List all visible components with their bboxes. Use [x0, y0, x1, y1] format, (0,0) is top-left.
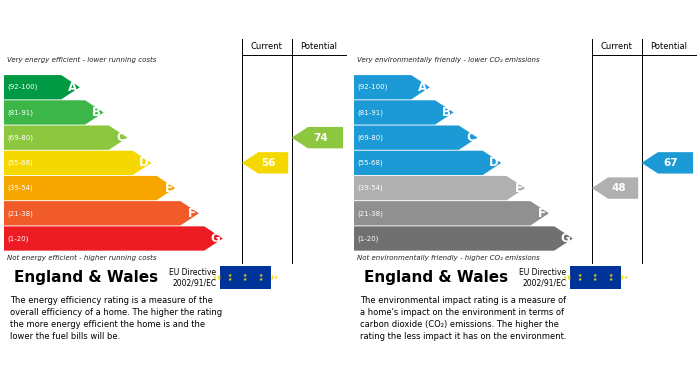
Text: ★: ★ — [624, 275, 629, 280]
Text: (81-91): (81-91) — [8, 109, 34, 116]
Polygon shape — [354, 151, 501, 175]
Text: The energy efficiency rating is a measure of the
overall efficiency of a home. T: The energy efficiency rating is a measur… — [10, 296, 223, 341]
Polygon shape — [4, 75, 80, 99]
Text: ★: ★ — [212, 275, 216, 280]
Text: (81-91): (81-91) — [358, 109, 384, 116]
Text: (21-38): (21-38) — [358, 210, 384, 217]
Text: ★: ★ — [216, 274, 221, 279]
Text: ★: ★ — [243, 273, 248, 278]
Text: (21-38): (21-38) — [8, 210, 34, 217]
Text: F: F — [538, 207, 546, 220]
Polygon shape — [4, 176, 175, 200]
Text: F: F — [188, 207, 196, 220]
Text: G: G — [560, 232, 570, 245]
Text: ★: ★ — [578, 277, 582, 282]
Text: (1-20): (1-20) — [8, 235, 29, 242]
Polygon shape — [242, 152, 288, 174]
Text: ★: ★ — [608, 277, 613, 282]
Text: ★: ★ — [270, 276, 274, 281]
Text: ★: ★ — [258, 273, 263, 278]
Text: D: D — [139, 156, 148, 169]
FancyBboxPatch shape — [220, 266, 271, 289]
Text: (92-100): (92-100) — [358, 84, 388, 90]
Text: ★: ★ — [216, 276, 221, 281]
Text: England & Wales: England & Wales — [14, 270, 158, 285]
Polygon shape — [354, 201, 549, 226]
Text: Very environmentally friendly - lower CO₂ emissions: Very environmentally friendly - lower CO… — [357, 57, 540, 63]
Polygon shape — [642, 152, 693, 174]
Text: ★: ★ — [562, 275, 566, 280]
Polygon shape — [292, 127, 343, 148]
Text: (55-68): (55-68) — [358, 160, 384, 166]
Polygon shape — [592, 178, 638, 199]
Text: D: D — [489, 156, 498, 169]
Text: ★: ★ — [228, 273, 232, 278]
Text: ★: ★ — [566, 276, 570, 281]
Text: Environmental Impact (CO₂) Rating: Environmental Impact (CO₂) Rating — [362, 13, 608, 26]
Polygon shape — [354, 100, 454, 125]
Text: Not energy efficient - higher running costs: Not energy efficient - higher running co… — [7, 255, 156, 260]
Text: (39-54): (39-54) — [358, 185, 384, 191]
Polygon shape — [354, 226, 573, 251]
Text: E: E — [514, 181, 522, 195]
Text: The environmental impact rating is a measure of
a home's impact on the environme: The environmental impact rating is a mea… — [360, 296, 567, 341]
Text: EU Directive
2002/91/EC: EU Directive 2002/91/EC — [169, 268, 216, 287]
Text: A: A — [418, 81, 427, 94]
Text: 67: 67 — [664, 158, 678, 168]
Text: Potential: Potential — [650, 43, 687, 52]
Text: Very energy efficient - lower running costs: Very energy efficient - lower running co… — [7, 57, 156, 63]
Text: ★: ★ — [243, 277, 248, 282]
Text: (69-80): (69-80) — [358, 135, 384, 141]
Text: C: C — [116, 131, 125, 144]
Polygon shape — [354, 75, 430, 99]
Text: A: A — [68, 81, 77, 94]
Text: ★: ★ — [578, 273, 582, 278]
Text: ★: ★ — [608, 273, 613, 278]
Polygon shape — [4, 151, 151, 175]
Text: ★: ★ — [620, 274, 624, 279]
Text: (55-68): (55-68) — [8, 160, 34, 166]
Text: B: B — [442, 106, 451, 119]
Text: ★: ★ — [228, 277, 232, 282]
Text: Current: Current — [601, 43, 633, 52]
Text: ★: ★ — [258, 277, 263, 282]
Text: England & Wales: England & Wales — [364, 270, 508, 285]
Polygon shape — [4, 100, 104, 125]
Text: B: B — [92, 106, 101, 119]
Polygon shape — [354, 126, 477, 150]
Text: E: E — [164, 181, 172, 195]
Text: Energy Efficiency Rating: Energy Efficiency Rating — [12, 13, 183, 26]
Polygon shape — [4, 126, 127, 150]
Text: Not environmentally friendly - higher CO₂ emissions: Not environmentally friendly - higher CO… — [357, 255, 540, 260]
Text: G: G — [210, 232, 220, 245]
Text: Potential: Potential — [300, 43, 337, 52]
Text: EU Directive
2002/91/EC: EU Directive 2002/91/EC — [519, 268, 566, 287]
Text: ★: ★ — [274, 275, 279, 280]
Text: (69-80): (69-80) — [8, 135, 34, 141]
FancyBboxPatch shape — [570, 266, 621, 289]
Text: ★: ★ — [593, 273, 598, 278]
Polygon shape — [4, 226, 223, 251]
Text: 56: 56 — [261, 158, 276, 168]
Polygon shape — [4, 201, 199, 226]
Text: 74: 74 — [314, 133, 328, 143]
Text: (1-20): (1-20) — [358, 235, 379, 242]
Text: C: C — [466, 131, 475, 144]
Text: ★: ★ — [566, 274, 570, 279]
Polygon shape — [354, 176, 525, 200]
Text: ★: ★ — [593, 277, 598, 282]
Text: 48: 48 — [611, 183, 626, 193]
Text: ★: ★ — [620, 276, 624, 281]
Text: ★: ★ — [270, 274, 274, 279]
Text: (39-54): (39-54) — [8, 185, 34, 191]
Text: Current: Current — [251, 43, 283, 52]
Text: (92-100): (92-100) — [8, 84, 38, 90]
